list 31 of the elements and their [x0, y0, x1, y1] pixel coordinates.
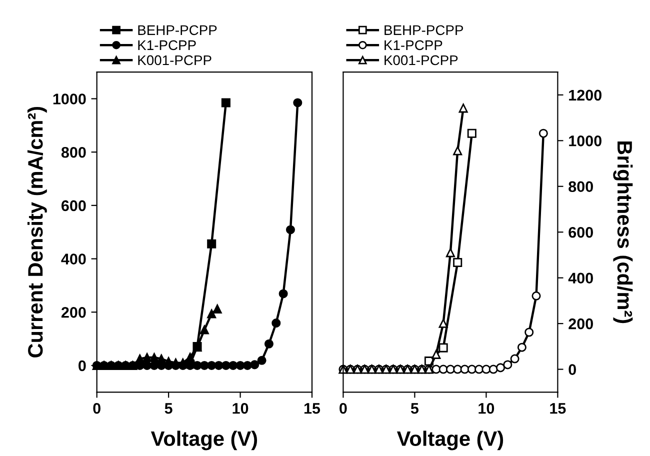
- x-tick-label: 10: [232, 402, 248, 414]
- y-tick-label: 600: [62, 200, 86, 212]
- y2-tick-label: 400: [568, 272, 593, 284]
- y-tick-label: 200: [61, 307, 86, 318]
- y2-tick-label: 1000: [569, 136, 602, 146]
- x-tick-label: 5: [410, 403, 419, 414]
- x-tick-label: 10: [478, 402, 494, 414]
- y2-tick-label: 200: [568, 318, 593, 330]
- x-tick-label: 15: [550, 403, 566, 414]
- legend-label: K1-PCPP: [384, 40, 442, 50]
- legend-label: BEHP-PCPP: [138, 25, 217, 36]
- y-tick-label: 400: [61, 254, 86, 264]
- x-tick-label: 0: [340, 402, 347, 414]
- x-axis-title: Voltage (V): [150, 430, 258, 450]
- y-tick-label: 1000: [53, 94, 86, 104]
- y-tick-label: 0: [78, 360, 86, 372]
- y-axis-title: Current Density (mA/cm²): [27, 106, 47, 358]
- legend-label: K001-PCPP: [138, 55, 212, 66]
- y-tick-label: 800: [61, 146, 86, 158]
- legend-label: BEHP-PCPP: [384, 25, 464, 36]
- legend-label: K1-PCPP: [138, 40, 196, 50]
- y2-tick-label: 0: [568, 364, 576, 375]
- y2-tick-label: 1200: [569, 90, 602, 101]
- y2-axis-title: Brightness (cd/m²): [613, 141, 633, 324]
- y2-tick-label: 600: [568, 226, 593, 238]
- x-axis-title: Voltage (V): [396, 430, 504, 450]
- x-tick-label: 0: [93, 402, 100, 414]
- x-tick-label: 15: [304, 403, 320, 414]
- y2-tick-label: 800: [568, 181, 593, 192]
- x-tick-label: 5: [164, 403, 172, 414]
- legend-label: K001-PCPP: [384, 55, 458, 66]
